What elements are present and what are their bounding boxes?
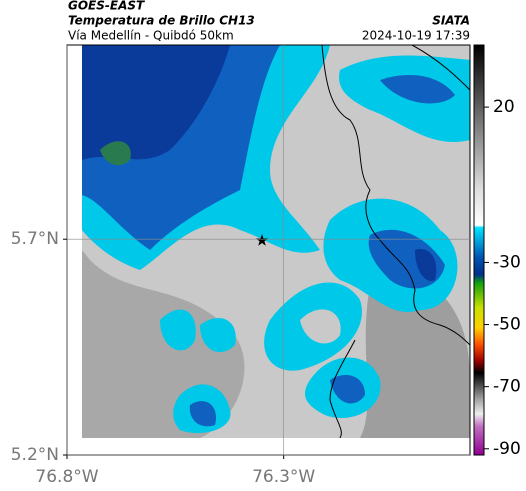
colorbar-tick-label: -70 (493, 377, 521, 397)
y-tick-label: 5.2°N (11, 445, 59, 465)
x-tick-label: 76.3°W (252, 467, 315, 487)
datetime: 2024-10-19 17:39 (362, 29, 470, 43)
colorbar-tick-label: -30 (493, 252, 521, 272)
colorbar-tick-label: -90 (493, 439, 521, 459)
y-tick-label: 5.7°N (11, 229, 59, 249)
product: Temperatura de Brillo CH13 (68, 14, 255, 28)
colorbar (473, 44, 485, 456)
x-tick-label: 76.8°W (35, 467, 98, 487)
source: SIATA (432, 14, 470, 28)
colorbar-tick-label: 20 (493, 97, 515, 117)
satellite-image (82, 45, 470, 438)
satellite: GOES-EAST (68, 0, 145, 13)
colorbar-tick-label: -50 (493, 315, 521, 335)
route: Vía Medellín - Quibdó 50km (68, 29, 234, 43)
